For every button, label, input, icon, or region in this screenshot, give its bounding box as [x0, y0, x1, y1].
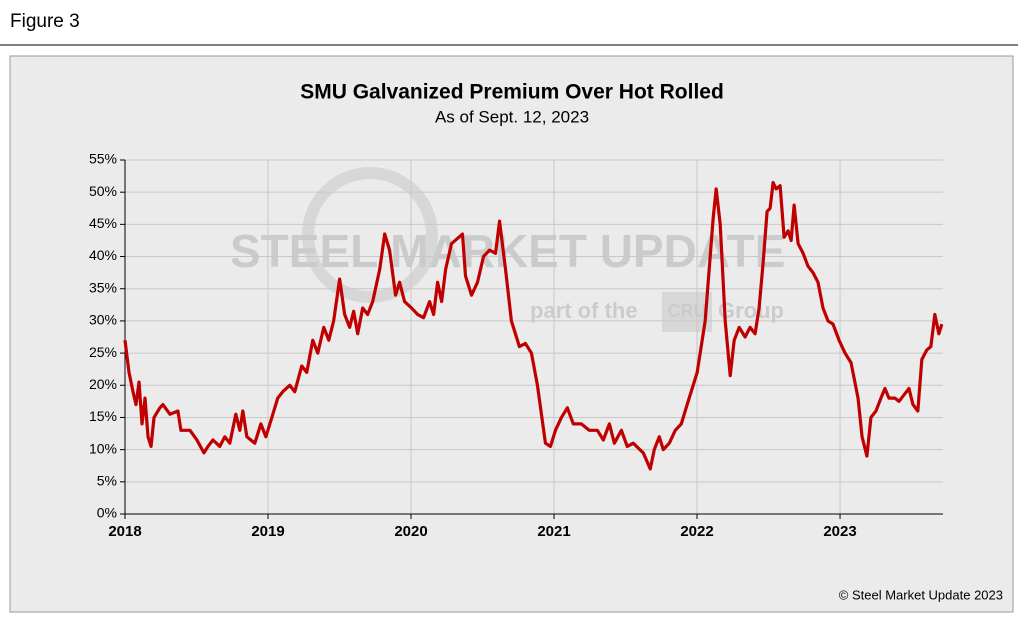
credit: © Steel Market Update 2023 [839, 587, 1003, 602]
x-tick-label: 2021 [537, 523, 570, 540]
y-tick-label: 15% [89, 408, 117, 424]
figure-label: Figure 3 [10, 11, 80, 32]
y-tick-label: 0% [97, 505, 117, 521]
y-tick-label: 45% [89, 215, 117, 231]
data-line [123, 180, 944, 471]
y-tick-label: 25% [89, 344, 117, 360]
y-tick-label: 10% [89, 440, 117, 456]
x-tick-label: 2022 [680, 523, 713, 540]
y-tick-label: 30% [89, 312, 117, 328]
watermark-text: STEEL MARKET UPDATE [230, 225, 785, 277]
x-tick-label: 2019 [251, 523, 284, 540]
chart-panel [9, 55, 1014, 613]
x-tick-label: 2023 [823, 523, 856, 540]
watermark-text: CRU [668, 301, 707, 321]
y-tick-label: 55% [89, 151, 117, 167]
x-tick-label: 2018 [108, 523, 141, 540]
x-tick-label: 2020 [394, 523, 427, 540]
y-tick-label: 40% [89, 247, 117, 263]
y-tick-label: 50% [89, 183, 117, 199]
y-tick-label: 20% [89, 376, 117, 392]
chart-title: SMU Galvanized Premium Over Hot Rolled [300, 81, 724, 104]
watermark-logo [302, 167, 438, 303]
y-tick-label: 5% [97, 473, 117, 489]
watermark-text: Group [718, 298, 784, 323]
chart-subtitle: As of Sept. 12, 2023 [435, 107, 589, 126]
watermark-text: part of the [530, 298, 638, 323]
y-tick-label: 35% [89, 279, 117, 295]
